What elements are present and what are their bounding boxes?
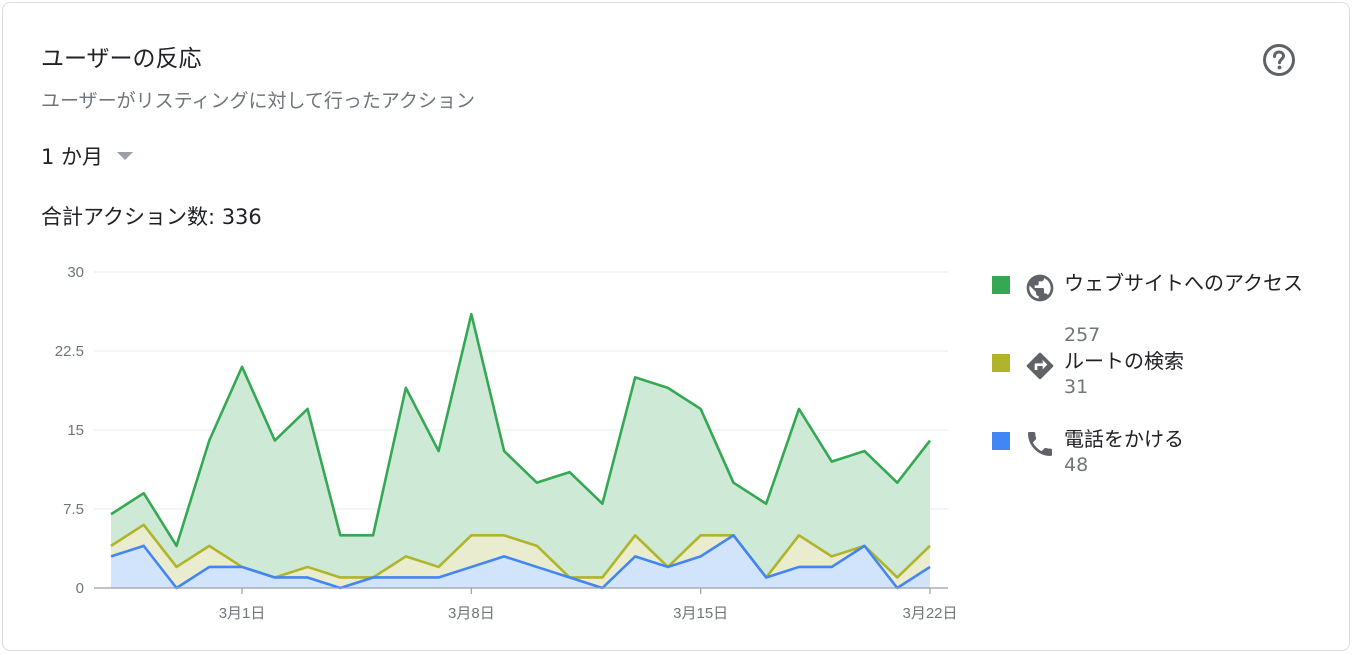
series-line-2 [110,534,931,590]
globe-icon [1026,274,1054,302]
legend-value-phone: 48 [1064,454,1089,476]
legend-value-website: 257 [1064,324,1101,346]
x-tick-label-0: 3月1日 [219,605,266,622]
legend-swatch-directions [992,354,1010,372]
help-circle-icon[interactable] [1262,43,1296,77]
legend-label-directions: ルートの検索 [1064,349,1184,373]
series-line-0 [110,312,932,548]
legend-swatch-website [992,276,1010,294]
y-tick-label-1: 7.5 [63,501,84,518]
y-tick-label-0: 0 [76,580,84,597]
y-tick-label-3: 22.5 [55,343,84,360]
period-selected-value: 1 か月 [41,145,104,169]
total-actions: 合計アクション数: 336 [41,205,262,229]
x-tick-label-1: 3月8日 [448,605,495,622]
period-dropdown[interactable]: 1 か月 [41,141,134,171]
legend-label-phone: 電話をかける [1064,427,1184,451]
phone-icon [1028,432,1052,456]
y-tick-label-2: 15 [67,422,84,439]
card-subtitle: ユーザーがリスティングに対して行ったアクション [41,90,475,112]
x-tick-label-3: 3月22日 [902,605,957,622]
series-area-2 [111,535,930,588]
chevron-down-icon [117,152,134,160]
x-tick-label-2: 3月15日 [673,605,728,622]
legend-label-website: ウェブサイトへのアクセス [1064,271,1303,295]
y-tick-label-4: 30 [67,264,84,281]
card-title: ユーザーの反応 [41,46,202,72]
legend-value-directions: 31 [1064,376,1089,398]
series-area-0 [111,314,930,588]
legend-swatch-phone [992,432,1010,450]
directions-icon [1026,352,1054,380]
